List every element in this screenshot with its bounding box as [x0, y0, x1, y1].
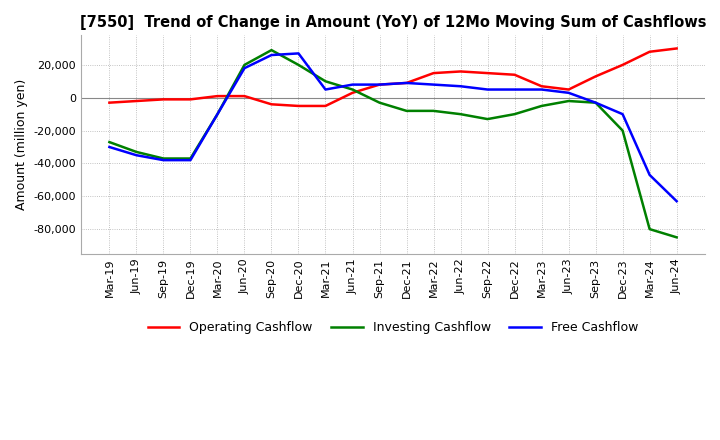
Investing Cashflow — [213, 111, 222, 117]
Free Cashflow — [375, 82, 384, 87]
Free Cashflow — [105, 144, 114, 150]
Free Cashflow — [240, 66, 249, 71]
Free Cashflow — [456, 84, 465, 89]
Free Cashflow — [186, 158, 194, 163]
Investing Cashflow — [537, 103, 546, 109]
Operating Cashflow — [672, 46, 681, 51]
Title: [7550]  Trend of Change in Amount (YoY) of 12Mo Moving Sum of Cashflows: [7550] Trend of Change in Amount (YoY) o… — [80, 15, 706, 30]
Free Cashflow — [510, 87, 519, 92]
Line: Free Cashflow: Free Cashflow — [109, 53, 677, 201]
Operating Cashflow — [375, 82, 384, 87]
Operating Cashflow — [132, 99, 140, 104]
Investing Cashflow — [240, 62, 249, 67]
Free Cashflow — [267, 52, 276, 58]
Free Cashflow — [321, 87, 330, 92]
Investing Cashflow — [159, 156, 168, 161]
Investing Cashflow — [483, 117, 492, 122]
Investing Cashflow — [591, 100, 600, 105]
Free Cashflow — [348, 82, 357, 87]
Investing Cashflow — [645, 227, 654, 232]
Investing Cashflow — [510, 111, 519, 117]
Operating Cashflow — [510, 72, 519, 77]
Free Cashflow — [159, 158, 168, 163]
Investing Cashflow — [429, 108, 438, 114]
Operating Cashflow — [240, 93, 249, 99]
Free Cashflow — [402, 81, 411, 86]
Free Cashflow — [429, 82, 438, 87]
Investing Cashflow — [105, 139, 114, 145]
Operating Cashflow — [456, 69, 465, 74]
Investing Cashflow — [456, 111, 465, 117]
Y-axis label: Amount (million yen): Amount (million yen) — [15, 79, 28, 210]
Free Cashflow — [618, 111, 627, 117]
Operating Cashflow — [402, 81, 411, 86]
Operating Cashflow — [294, 103, 303, 109]
Operating Cashflow — [321, 103, 330, 109]
Operating Cashflow — [105, 100, 114, 105]
Free Cashflow — [132, 153, 140, 158]
Investing Cashflow — [564, 99, 573, 104]
Investing Cashflow — [402, 108, 411, 114]
Investing Cashflow — [618, 128, 627, 133]
Operating Cashflow — [186, 97, 194, 102]
Free Cashflow — [213, 111, 222, 117]
Operating Cashflow — [591, 74, 600, 79]
Investing Cashflow — [132, 149, 140, 154]
Operating Cashflow — [267, 102, 276, 107]
Free Cashflow — [537, 87, 546, 92]
Line: Operating Cashflow: Operating Cashflow — [109, 48, 677, 106]
Operating Cashflow — [618, 62, 627, 67]
Investing Cashflow — [267, 48, 276, 53]
Investing Cashflow — [672, 235, 681, 240]
Operating Cashflow — [645, 49, 654, 55]
Investing Cashflow — [186, 156, 194, 161]
Free Cashflow — [483, 87, 492, 92]
Operating Cashflow — [159, 97, 168, 102]
Investing Cashflow — [321, 79, 330, 84]
Legend: Operating Cashflow, Investing Cashflow, Free Cashflow: Operating Cashflow, Investing Cashflow, … — [143, 316, 643, 339]
Operating Cashflow — [213, 93, 222, 99]
Free Cashflow — [564, 90, 573, 95]
Free Cashflow — [591, 100, 600, 105]
Free Cashflow — [645, 172, 654, 178]
Investing Cashflow — [294, 62, 303, 67]
Operating Cashflow — [429, 70, 438, 76]
Investing Cashflow — [375, 100, 384, 105]
Operating Cashflow — [348, 90, 357, 95]
Free Cashflow — [672, 198, 681, 204]
Operating Cashflow — [483, 70, 492, 76]
Line: Investing Cashflow: Investing Cashflow — [109, 50, 677, 237]
Free Cashflow — [294, 51, 303, 56]
Operating Cashflow — [564, 87, 573, 92]
Investing Cashflow — [348, 87, 357, 92]
Operating Cashflow — [537, 84, 546, 89]
